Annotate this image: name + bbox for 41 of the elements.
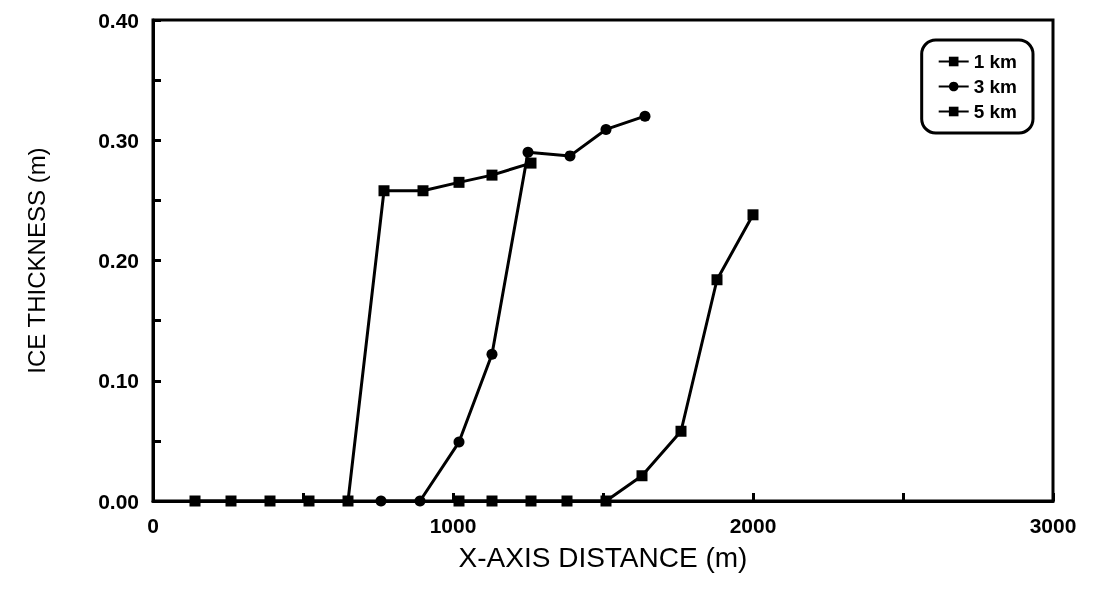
y-tick-label: 0.30 — [98, 128, 139, 152]
x-tick-label: 0 — [147, 514, 159, 537]
point — [375, 495, 387, 507]
y-tick-label: 0.20 — [98, 249, 139, 272]
point — [639, 110, 651, 122]
point — [417, 185, 429, 197]
point — [747, 209, 759, 221]
point — [378, 185, 390, 197]
point — [636, 470, 648, 482]
point — [486, 348, 498, 360]
point — [600, 123, 612, 135]
point — [486, 495, 498, 507]
point — [675, 425, 687, 437]
point — [342, 495, 354, 507]
x-tick-label: 3000 — [1029, 514, 1077, 537]
x-axis-title: X-AXIS DISTANCE (m) — [458, 541, 748, 573]
y-tick-label: 0.10 — [98, 369, 139, 393]
point — [414, 495, 426, 507]
point — [711, 274, 723, 286]
y-axis-title: ICE THICKNESS (m) — [22, 147, 50, 374]
x-tick-label: 2000 — [729, 514, 777, 537]
point — [189, 495, 201, 507]
legend-label: 1 km — [973, 51, 1018, 72]
point — [453, 176, 465, 188]
point — [561, 495, 573, 507]
point — [522, 146, 534, 158]
point — [525, 157, 537, 169]
legend-label: 3 km — [973, 76, 1018, 97]
point — [564, 150, 576, 162]
point — [453, 495, 465, 507]
point — [264, 495, 276, 507]
y-tick-label: 0.40 — [98, 8, 139, 32]
point — [303, 495, 315, 507]
x-tick-label: 1000 — [429, 514, 477, 537]
point — [225, 495, 237, 507]
point — [600, 495, 612, 507]
point — [486, 169, 498, 181]
point — [525, 495, 537, 507]
y-tick-label: 0.00 — [98, 489, 139, 513]
legend-label: 5 km — [973, 101, 1018, 122]
point — [453, 436, 465, 448]
